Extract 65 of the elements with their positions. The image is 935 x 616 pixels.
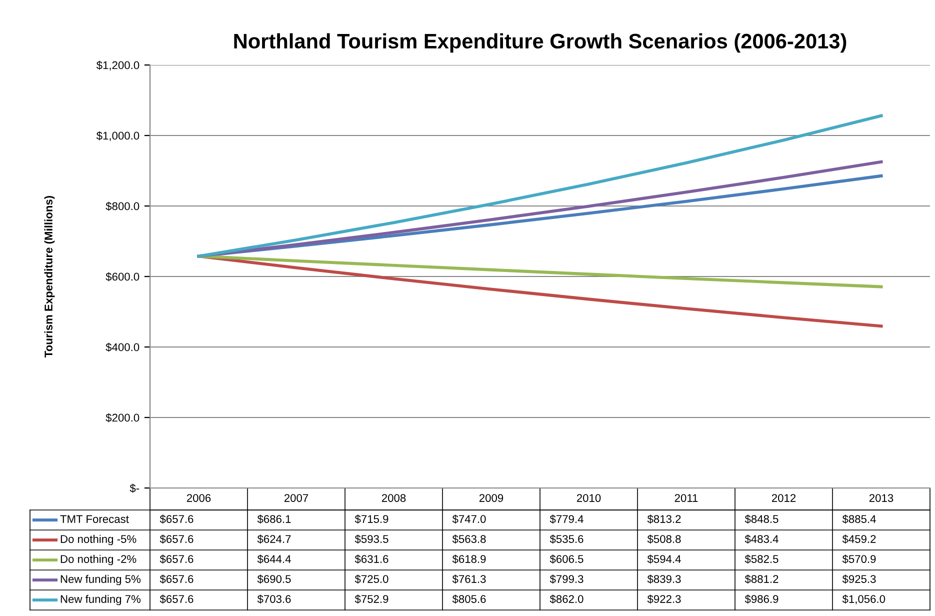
data-label: $508.8 — [647, 534, 681, 544]
x-tick-label: 2010 — [576, 494, 601, 502]
data-label: $813.2 — [647, 514, 681, 524]
data-label: $624.7 — [257, 534, 291, 544]
legend-label: New funding 7% — [60, 594, 141, 606]
data-label: $799.3 — [550, 574, 584, 584]
line-series — [197, 254, 883, 288]
data-label: $459.2 — [842, 534, 876, 544]
legend-label: Do nothing -2% — [60, 554, 136, 566]
x-tick-label: 2007 — [284, 494, 308, 502]
y-axis-title: Tourism Expenditure (Millions) — [44, 196, 55, 358]
data-label: $690.5 — [257, 574, 291, 584]
chart-title: Northland Tourism Expenditure Growth Scenarios (2006-2013) — [234, 33, 846, 53]
data-label: $761.3 — [452, 574, 486, 584]
y-tick-label: $- — [130, 484, 140, 493]
x-tick-label: 2011 — [674, 494, 698, 502]
x-tick-label: 2006 — [186, 494, 211, 502]
data-label: $657.6 — [160, 514, 194, 524]
y-tick-label: $800.0 — [106, 202, 140, 211]
data-label: $848.5 — [744, 514, 778, 524]
data-label: $885.4 — [842, 514, 876, 524]
data-label: $582.5 — [744, 554, 778, 564]
data-label: $922.3 — [647, 594, 681, 604]
y-tick-label: $1,200.0 — [96, 60, 140, 70]
data-label: $563.8 — [452, 534, 486, 544]
y-tick-label: $400.0 — [106, 342, 140, 352]
line-series — [197, 114, 883, 258]
data-label: $805.6 — [452, 594, 486, 604]
data-label: $631.6 — [354, 554, 388, 564]
x-tick-label: 2012 — [772, 494, 796, 502]
data-label: $657.6 — [160, 594, 194, 604]
data-label: $483.4 — [744, 534, 778, 544]
data-label: $703.6 — [257, 594, 291, 604]
data-label: $686.1 — [257, 514, 291, 524]
data-label: $839.3 — [647, 574, 681, 584]
y-tick-label: $1,000.0 — [96, 131, 140, 141]
data-label: $594.4 — [647, 554, 681, 564]
data-label: $657.6 — [160, 534, 194, 544]
data-label: $593.5 — [354, 534, 388, 544]
x-tick-label: 2009 — [479, 494, 504, 502]
legend-label: Do nothing -5% — [60, 534, 136, 546]
data-label: $862.0 — [550, 594, 584, 604]
data-label: $986.9 — [744, 594, 778, 604]
data-label: $725.0 — [354, 574, 388, 584]
data-label: $657.6 — [160, 554, 194, 564]
legend-label: New funding 5% — [60, 574, 141, 586]
x-tick-label: 2008 — [382, 494, 406, 502]
data-label: $1,056.0 — [842, 594, 886, 604]
data-label: $570.9 — [842, 554, 876, 564]
data-label: $618.9 — [452, 554, 486, 564]
line-series — [197, 254, 883, 328]
legend-label: TMT Forecast — [60, 515, 129, 523]
data-label: $881.2 — [744, 574, 778, 584]
data-label: $779.4 — [550, 514, 584, 524]
data-label: $657.6 — [160, 574, 194, 584]
data-label: $925.3 — [842, 574, 876, 584]
data-label: $752.9 — [354, 594, 388, 604]
data-label: $535.6 — [550, 534, 584, 544]
x-tick-label: 2013 — [869, 494, 894, 502]
y-tick-label: $600.0 — [106, 272, 140, 282]
y-tick-label: $200.0 — [106, 413, 140, 422]
data-label: $606.5 — [550, 554, 584, 564]
data-label: $747.0 — [452, 514, 486, 524]
data-label: $715.9 — [354, 514, 388, 524]
data-label: $644.4 — [257, 554, 291, 564]
